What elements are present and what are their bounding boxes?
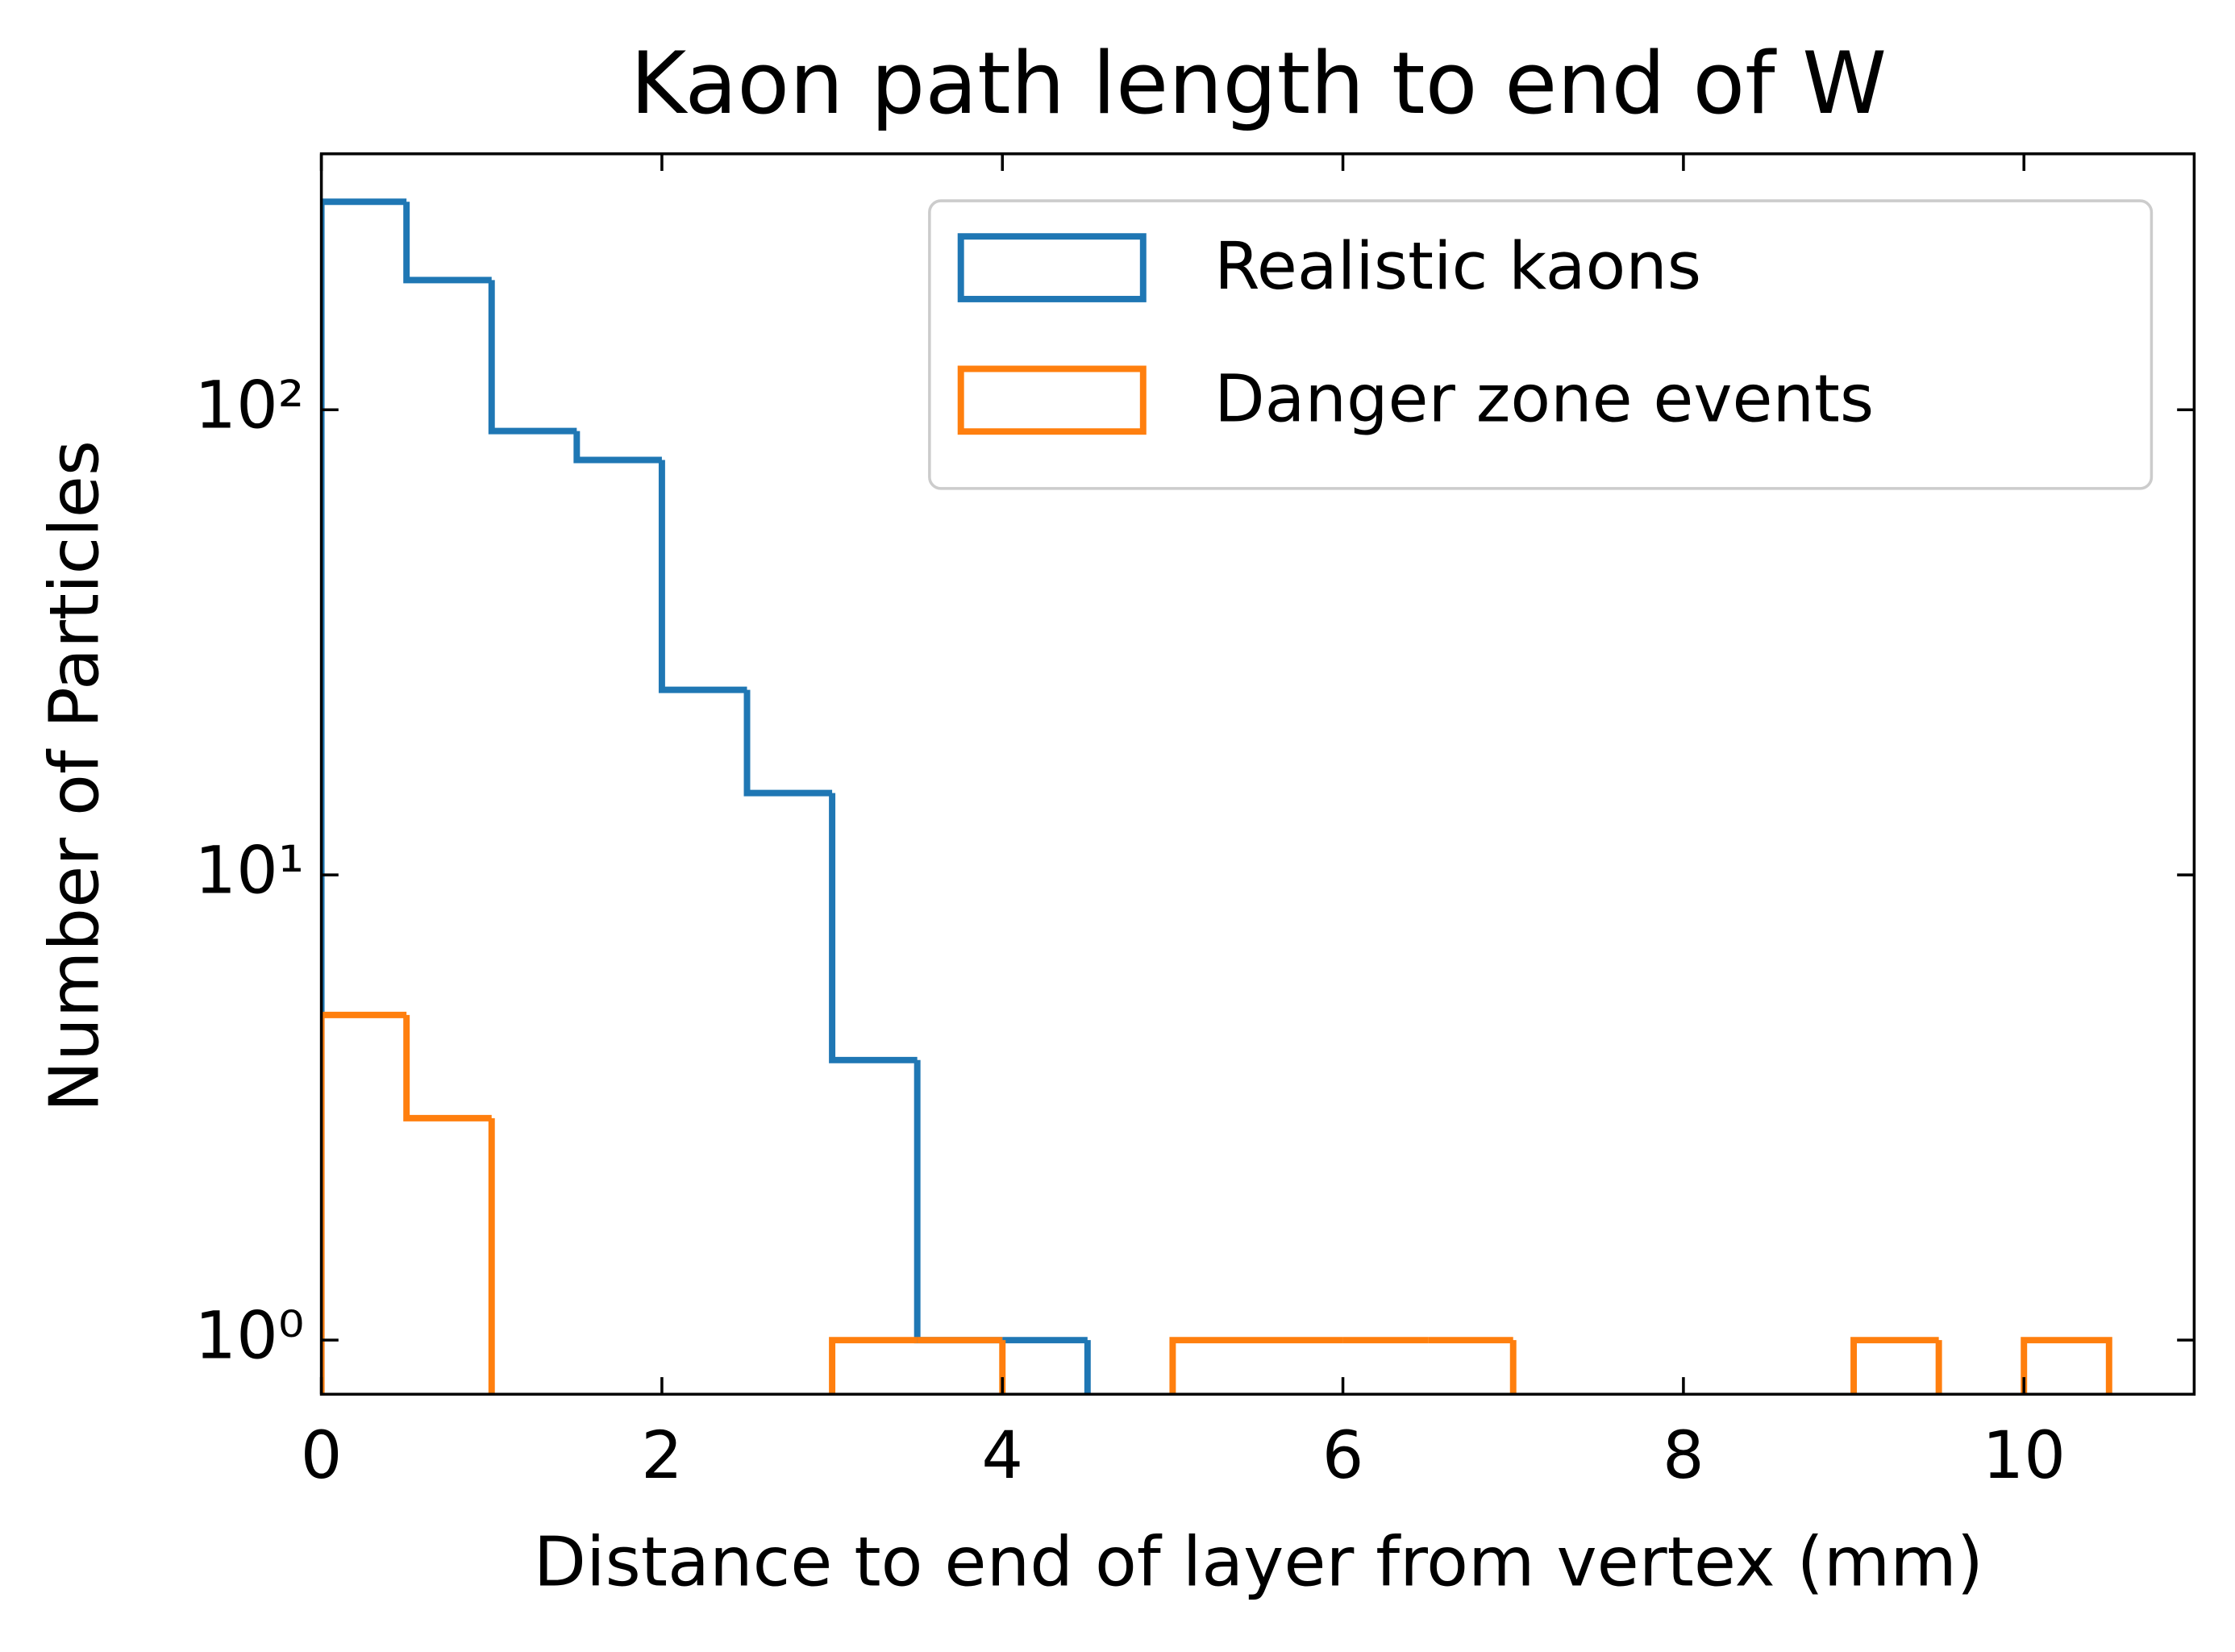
y-axis-label: Number of Particles bbox=[35, 440, 114, 1112]
histogram-step bbox=[403, 1014, 492, 1121]
histogram-step bbox=[999, 1340, 1006, 1395]
histogram-step bbox=[488, 1117, 495, 1395]
legend-label: Realistic kaons bbox=[1214, 229, 1701, 305]
histogram-step bbox=[1509, 1340, 1517, 1395]
y-tick-label: 10² bbox=[194, 368, 304, 444]
histogram-step bbox=[743, 689, 833, 797]
histogram-step bbox=[658, 460, 747, 693]
x-tick-label: 2 bbox=[641, 1418, 683, 1494]
histogram-step bbox=[829, 1337, 918, 1395]
x-axis-label: Distance to end of layer from vertex (mm… bbox=[534, 1521, 1983, 1601]
x-tick-label: 8 bbox=[1663, 1418, 1704, 1494]
histogram-step bbox=[1935, 1340, 1942, 1395]
x-tick-label: 0 bbox=[301, 1418, 343, 1494]
x-tick-label: 10 bbox=[1983, 1418, 2066, 1494]
histogram-step bbox=[829, 793, 918, 1063]
y-tick-label: 10¹ bbox=[194, 834, 304, 909]
histogram-step bbox=[1850, 1337, 1939, 1395]
histogram-step bbox=[488, 280, 577, 435]
legend-swatch bbox=[957, 233, 1147, 302]
axes-frame bbox=[319, 152, 2196, 1396]
histogram-step bbox=[914, 1059, 1003, 1344]
histogram-step bbox=[1084, 1340, 1091, 1395]
histogram-step bbox=[573, 431, 662, 464]
histogram-step bbox=[321, 198, 407, 1395]
histogram-step bbox=[321, 1011, 407, 1395]
x-tick-label: 6 bbox=[1322, 1418, 1364, 1494]
histogram-step bbox=[403, 202, 492, 284]
legend-label: Danger zone events bbox=[1214, 361, 1874, 437]
y-tick-label: 10⁰ bbox=[194, 1299, 304, 1375]
histogram-step bbox=[2021, 1337, 2112, 1395]
x-tick-label: 4 bbox=[981, 1418, 1023, 1494]
legend-swatch bbox=[957, 365, 1147, 435]
chart-title: Kaon path length to end of W bbox=[631, 34, 1887, 133]
histogram-step bbox=[1169, 1337, 1258, 1395]
legend-box bbox=[928, 199, 2154, 490]
